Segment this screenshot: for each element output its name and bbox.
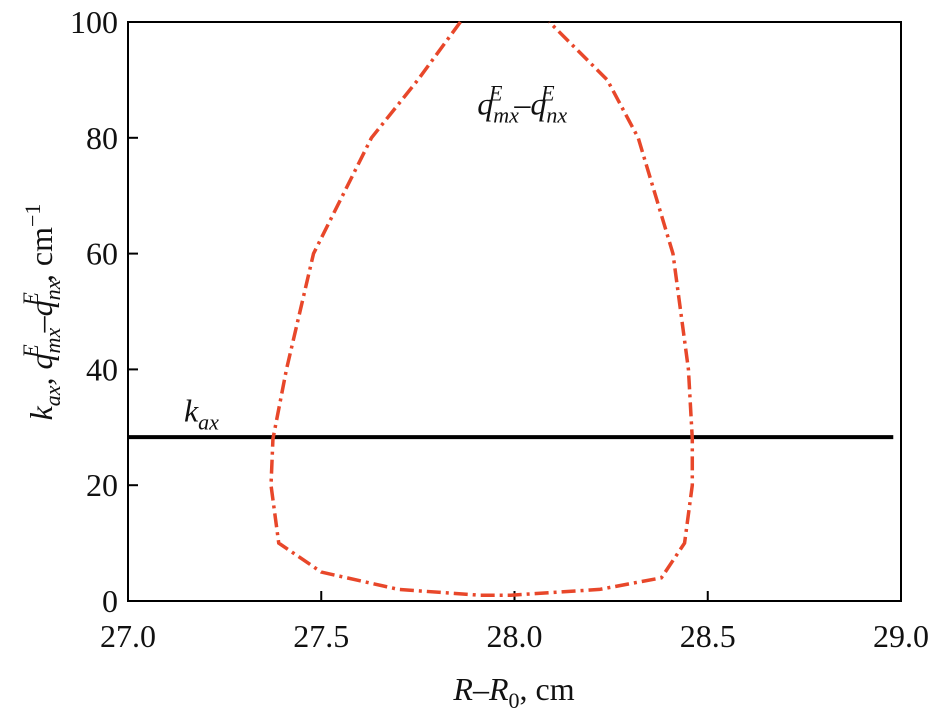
x-tick-label: 27.5 [293,618,349,654]
x-tick-label: 28.5 [680,618,736,654]
annotation-part: –q [513,86,546,122]
annotation-part: q [477,86,493,122]
x-axis-label: R–R0, cm [452,671,574,713]
annotation-part: E [540,81,555,106]
y-tick-label: 100 [70,4,118,40]
annotation-part: E [488,81,503,106]
y-tick-label: 0 [102,583,118,619]
y-tick-label: 20 [86,467,118,503]
annotation-part: ax [198,410,219,435]
x-tick-label: 28.0 [487,618,543,654]
x-tick-label: 29.0 [873,618,929,654]
annotation-part: nx [546,103,567,128]
x-tick-label: 27.0 [100,618,156,654]
y-tick-label: 40 [86,351,118,387]
y-tick-label: 80 [86,120,118,156]
annotation: qmxE –qnxE [477,81,567,128]
y-tick-label: 60 [86,236,118,272]
annotation-part: mx [493,103,519,128]
y-axis-label: kax, qmxE–qnxE, cm−1 [18,204,65,421]
annotation-part: k [184,393,199,429]
annotation: kax [184,393,219,435]
line-series [269,20,695,597]
